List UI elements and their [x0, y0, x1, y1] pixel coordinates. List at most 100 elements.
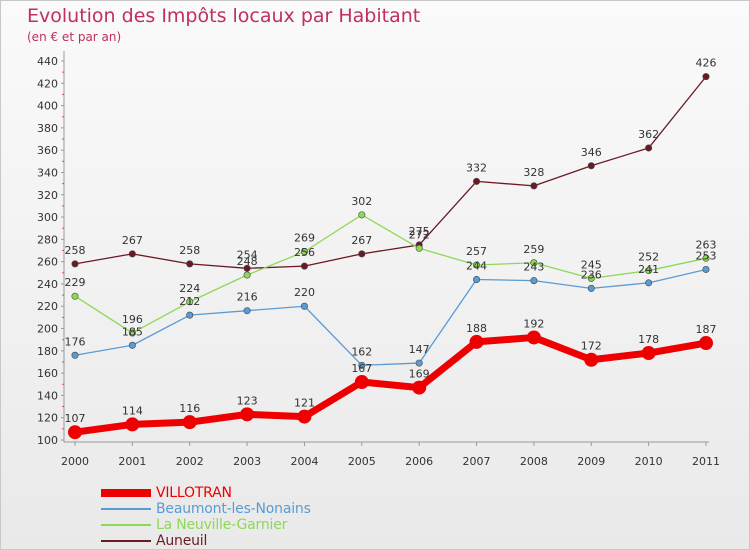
series-line-auneuil — [74, 75, 707, 269]
data-label-villotran: 178 — [638, 333, 659, 346]
data-label-villotran: 121 — [294, 397, 315, 410]
data-point-villotran — [526, 330, 541, 345]
y-tick-label: 360 — [37, 144, 58, 157]
y-tick-label: 300 — [37, 211, 58, 224]
data-point-villotran — [584, 352, 599, 367]
data-label-beaumont-les-nonains: 147 — [409, 343, 430, 356]
data-label-auneuil: 267 — [122, 234, 143, 247]
legend-swatch — [101, 524, 151, 526]
y-tick-label: 340 — [37, 166, 58, 179]
data-label-la-neuville-garnier: 224 — [179, 282, 200, 295]
chart-title: Evolution des Impôts locaux par Habitant — [27, 5, 421, 27]
legend-label: Auneuil — [156, 533, 208, 549]
data-label-beaumont-les-nonains: 236 — [581, 268, 602, 281]
data-label-beaumont-les-nonains: 176 — [65, 335, 86, 348]
data-point-beaumont-les-nonains — [71, 351, 79, 359]
y-tick-label: 280 — [37, 233, 58, 246]
data-label-la-neuville-garnier: 196 — [122, 313, 143, 326]
data-label-villotran: 192 — [523, 317, 544, 330]
legend-swatch — [101, 540, 151, 542]
x-tick-label: 2009 — [577, 455, 605, 468]
data-label-villotran: 172 — [581, 340, 602, 353]
data-point-beaumont-les-nonains — [587, 284, 595, 292]
data-label-villotran: 167 — [351, 362, 372, 375]
data-label-auneuil: 362 — [638, 128, 659, 141]
data-label-beaumont-les-nonains: 241 — [638, 263, 659, 276]
data-label-auneuil: 256 — [294, 246, 315, 259]
x-tick-label: 2011 — [692, 455, 720, 468]
data-point-auneuil — [358, 250, 366, 258]
legend-swatch — [101, 489, 151, 497]
data-point-auneuil — [702, 73, 710, 81]
data-label-auneuil: 258 — [179, 244, 200, 257]
data-label-la-neuville-garnier: 257 — [466, 245, 487, 258]
data-point-la-neuville-garnier — [587, 274, 595, 282]
series-line-beaumont-les-nonains — [74, 268, 707, 366]
legend-label: Beaumont-les-Nonains — [156, 501, 311, 517]
data-label-villotran: 187 — [696, 323, 717, 336]
data-label-la-neuville-garnier: 263 — [696, 238, 717, 251]
data-point-villotran — [297, 409, 312, 424]
legend-swatch — [101, 508, 151, 510]
data-point-beaumont-les-nonains — [186, 311, 194, 319]
data-point-la-neuville-garnier — [243, 271, 251, 279]
y-tick-label: 380 — [37, 122, 58, 135]
data-point-beaumont-les-nonains — [358, 361, 366, 369]
x-tick-label: 2007 — [463, 455, 491, 468]
data-point-la-neuville-garnier — [645, 267, 653, 275]
data-point-beaumont-les-nonains — [415, 359, 423, 367]
y-tick-label: 120 — [37, 412, 58, 425]
series-line-villotran — [71, 333, 710, 436]
data-point-beaumont-les-nonains — [702, 265, 710, 273]
data-point-la-neuville-garnier — [300, 248, 308, 256]
y-tick-label: 100 — [37, 434, 58, 447]
data-label-villotran: 123 — [237, 394, 258, 407]
series-line-la-neuville-garnier — [74, 214, 707, 334]
data-point-auneuil — [473, 177, 481, 185]
data-label-la-neuville-garnier: 272 — [409, 228, 430, 241]
data-label-villotran: 169 — [409, 368, 430, 381]
data-point-la-neuville-garnier — [128, 329, 136, 337]
data-point-beaumont-les-nonains — [645, 279, 653, 287]
y-tick-label: 320 — [37, 189, 58, 202]
data-point-villotran — [354, 375, 369, 390]
data-label-la-neuville-garnier: 245 — [581, 258, 602, 271]
legend-label: VILLOTRAN — [156, 485, 232, 501]
data-label-beaumont-les-nonains: 162 — [351, 345, 372, 358]
data-label-beaumont-les-nonains: 244 — [466, 259, 487, 272]
data-point-la-neuville-garnier — [473, 261, 481, 269]
data-label-villotran: 114 — [122, 404, 143, 417]
data-point-auneuil — [530, 182, 538, 190]
x-tick-label: 2008 — [520, 455, 548, 468]
data-point-la-neuville-garnier — [71, 292, 79, 300]
y-tick-label: 420 — [37, 77, 58, 90]
data-point-villotran — [240, 407, 255, 422]
y-tick-label: 260 — [37, 256, 58, 269]
data-point-la-neuville-garnier — [530, 259, 538, 267]
data-label-beaumont-les-nonains: 220 — [294, 286, 315, 299]
data-point-villotran — [125, 417, 140, 432]
data-point-beaumont-les-nonains — [300, 302, 308, 310]
y-tick-label: 200 — [37, 323, 58, 336]
data-point-beaumont-les-nonains — [530, 277, 538, 285]
data-point-villotran — [699, 336, 713, 351]
data-label-auneuil: 426 — [696, 57, 717, 70]
data-point-auneuil — [71, 260, 79, 268]
y-tick-label: 140 — [37, 389, 58, 402]
data-point-villotran — [469, 334, 484, 349]
x-tick-label: 2005 — [348, 455, 376, 468]
data-label-auneuil: 258 — [65, 244, 86, 257]
legend-label: La Neuville-Garnier — [156, 517, 288, 533]
data-point-la-neuville-garnier — [415, 244, 423, 252]
data-label-auneuil: 328 — [523, 166, 544, 179]
data-label-auneuil: 267 — [351, 234, 372, 247]
x-tick-label: 2004 — [290, 455, 318, 468]
data-point-la-neuville-garnier — [702, 254, 710, 262]
x-tick-label: 2001 — [118, 455, 146, 468]
data-label-la-neuville-garnier: 302 — [351, 195, 372, 208]
data-point-villotran — [182, 415, 197, 430]
data-label-beaumont-les-nonains: 185 — [122, 325, 143, 338]
data-label-auneuil: 346 — [581, 146, 602, 159]
